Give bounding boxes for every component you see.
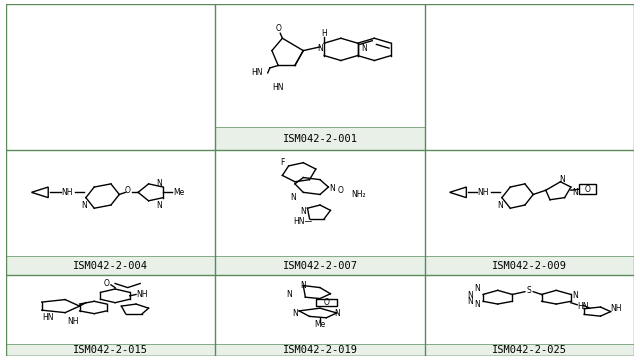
Text: O: O [323, 298, 329, 307]
Text: ISM042-2-019: ISM042-2-019 [282, 345, 358, 355]
Bar [6, 344, 216, 356]
Text: O: O [338, 186, 344, 195]
Text: N: N [497, 201, 502, 210]
Text: N: N [468, 291, 474, 300]
Bar [6, 256, 216, 275]
Text: HN: HN [273, 83, 284, 92]
Text: ISM042-2-009: ISM042-2-009 [492, 261, 566, 271]
Text: HN: HN [577, 302, 589, 311]
Text: N: N [286, 290, 291, 299]
Text: NH: NH [68, 318, 79, 327]
Text: F: F [280, 158, 285, 167]
Text: HN: HN [42, 313, 54, 322]
Text: NH: NH [477, 188, 488, 197]
Text: HN: HN [252, 68, 263, 77]
Text: ISM042-2-007: ISM042-2-007 [282, 261, 358, 271]
Text: H: H [321, 29, 327, 38]
Text: N: N [572, 291, 578, 300]
Text: Me: Me [314, 320, 326, 329]
Bar [216, 256, 424, 275]
Text: N: N [334, 309, 340, 318]
Text: N: N [361, 44, 367, 53]
Text: N: N [290, 193, 296, 202]
Text: O: O [125, 186, 131, 195]
Bar [424, 344, 634, 356]
Text: N: N [317, 44, 323, 53]
Text: NH: NH [61, 188, 72, 197]
Bar [216, 344, 424, 356]
Text: NH₂: NH₂ [351, 190, 366, 199]
Text: O: O [104, 279, 109, 288]
Text: S: S [527, 286, 531, 295]
Text: N: N [292, 309, 298, 318]
Bar [424, 256, 634, 275]
Text: ISM042-2-004: ISM042-2-004 [74, 261, 148, 271]
Text: ISM042-2-001: ISM042-2-001 [282, 134, 358, 144]
Text: N: N [81, 201, 86, 210]
Bar [216, 127, 424, 150]
Text: N: N [156, 179, 162, 188]
Text: N: N [156, 201, 162, 210]
Text: O: O [275, 24, 281, 33]
Text: N: N [300, 281, 306, 290]
Text: O: O [585, 185, 591, 194]
Text: HN—: HN— [294, 217, 313, 226]
Text: N: N [559, 175, 565, 184]
Text: N: N [474, 300, 479, 309]
Text: NH: NH [611, 304, 622, 313]
Text: NH: NH [136, 290, 148, 299]
Text: N: N [300, 207, 306, 216]
Text: ISM042-2-025: ISM042-2-025 [492, 345, 566, 355]
Text: N: N [572, 188, 578, 197]
Text: Me: Me [173, 188, 185, 197]
Text: N: N [468, 297, 474, 306]
Text: N: N [474, 284, 479, 293]
Text: ISM042-2-015: ISM042-2-015 [74, 345, 148, 355]
Text: N: N [330, 184, 335, 193]
